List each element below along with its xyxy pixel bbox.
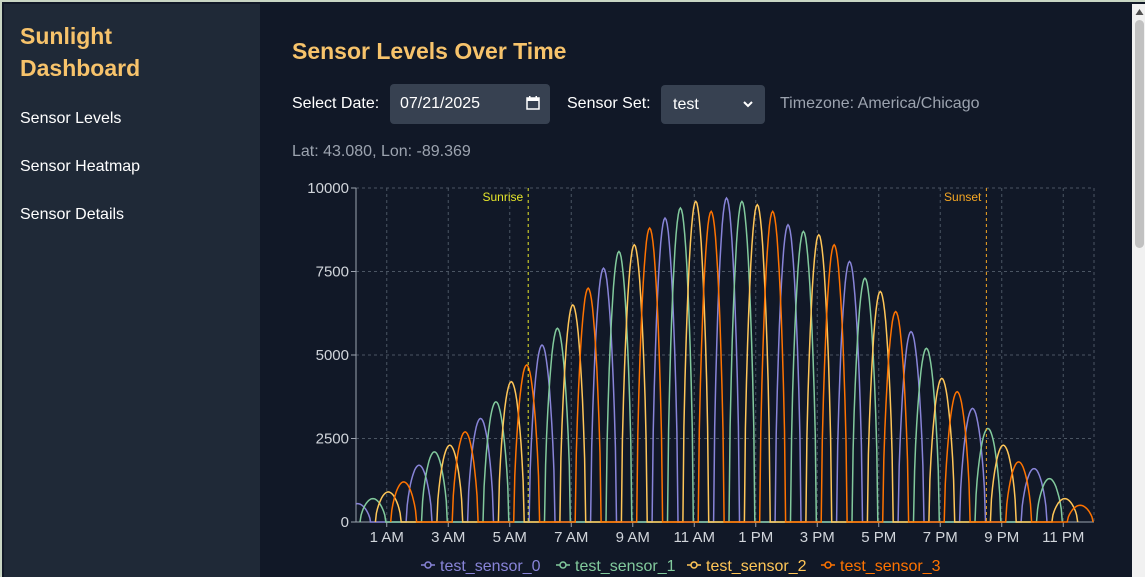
chart-svg: 0 2500 5000 7500 10000 1 AM 3 AM 5 AM 7 AM 9 AM 11… — [307, 180, 1095, 575]
scroll-up-arrow-icon[interactable] — [1135, 8, 1144, 16]
page-title: Sensor Levels Over Time — [292, 38, 567, 64]
legend-label-test_sensor_1[interactable]: test_sensor_1 — [575, 558, 676, 575]
x-tick-label: 7 PM — [923, 529, 958, 546]
series-line-test_sensor_3 — [389, 210, 1094, 523]
y-tick-label: 5000 — [316, 347, 349, 364]
sensor-set-label: Sensor Set: — [567, 95, 651, 112]
y-tick-label: 10000 — [307, 180, 349, 197]
x-tick-label: 11 PM — [1042, 529, 1084, 546]
series-line-test_sensor_1 — [359, 200, 1064, 523]
sensor-set-value: test — [673, 96, 699, 113]
legend-marker-test_sensor_0 — [424, 561, 432, 569]
x-tick-label: 1 AM — [370, 529, 404, 546]
reference-label-sunset: Sunset — [944, 190, 982, 204]
sidebar-item-sensor-levels[interactable]: Sensor Levels — [20, 110, 122, 127]
main-content: Sensor Levels Over Time Select Date: 07/… — [260, 4, 1130, 577]
reference-label-sunrise: Sunrise — [483, 190, 524, 204]
sidebar-item-sensor-heatmap[interactable]: Sensor Heatmap — [20, 158, 141, 175]
x-tick-label: 3 PM — [800, 529, 835, 546]
legend-marker-test_sensor_2 — [690, 561, 698, 569]
date-value: 07/21/2025 — [400, 95, 481, 112]
timezone-text: Timezone: America/Chicago — [780, 95, 980, 112]
sidebar: Sunlight Dashboard Sensor Levels Sensor … — [4, 4, 260, 577]
sidebar-item-sensor-details[interactable]: Sensor Details — [20, 206, 125, 223]
y-tick-label: 7500 — [316, 264, 349, 281]
legend-marker-test_sensor_3 — [824, 561, 832, 569]
x-tick-label: 9 PM — [984, 529, 1019, 546]
y-tick-label: 2500 — [316, 431, 349, 448]
x-tick-label: 11 AM — [674, 529, 715, 546]
sensor-levels-chart: 0 2500 5000 7500 10000 1 AM 3 AM 5 AM 7 AM 9 AM 11… — [290, 176, 1110, 577]
x-tick-label: 5 AM — [493, 529, 527, 546]
chevron-down-icon — [743, 101, 753, 108]
lat-lon-text: Lat: 43.080, Lon: -89.369 — [292, 143, 471, 160]
x-tick-label: 7 AM — [554, 529, 588, 546]
legend-marker-test_sensor_1 — [559, 561, 567, 569]
x-tick-label: 5 PM — [861, 529, 896, 546]
legend-label-test_sensor_0[interactable]: test_sensor_0 — [440, 558, 541, 575]
brand-title: Sunlight Dashboard — [20, 23, 141, 81]
x-tick-label: 1 PM — [738, 529, 773, 546]
x-tick-label: 9 AM — [616, 529, 650, 546]
date-label: Select Date: — [292, 95, 380, 112]
y-tick-label: 0 — [341, 514, 349, 531]
vertical-scrollbar[interactable] — [1132, 4, 1145, 577]
calendar-icon[interactable] — [526, 96, 540, 110]
sensor-set-select[interactable]: test — [661, 85, 765, 124]
scrollbar-thumb[interactable] — [1135, 20, 1144, 248]
legend-label-test_sensor_3[interactable]: test_sensor_3 — [840, 558, 941, 575]
legend-label-test_sensor_2[interactable]: test_sensor_2 — [706, 558, 807, 575]
date-input[interactable]: 07/21/2025 — [390, 84, 550, 124]
series-line-test_sensor_2 — [374, 200, 1079, 523]
x-tick-label: 3 AM — [431, 529, 465, 546]
